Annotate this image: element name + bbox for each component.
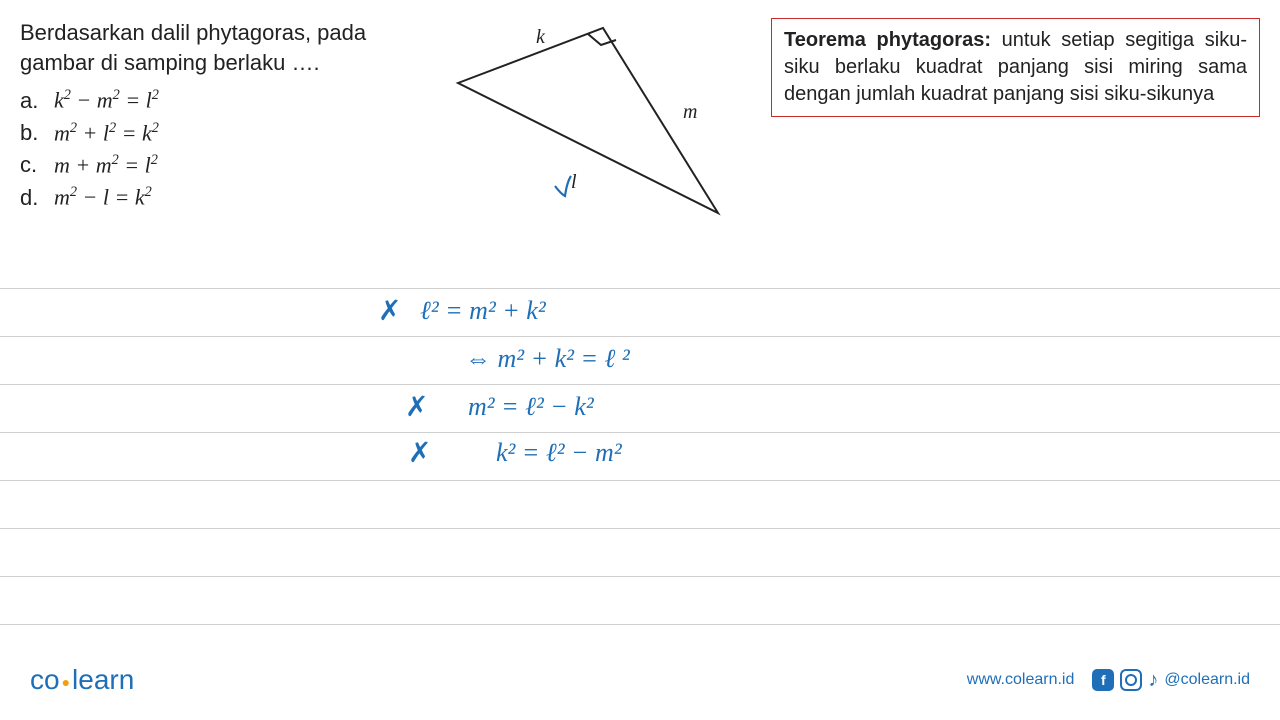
strike-icon: ✗ [405, 390, 428, 424]
question-text: Berdasarkan dalil phytagoras, pada gamba… [20, 18, 415, 77]
tiktok-icon: ♪ [1148, 669, 1158, 692]
handwritten-equation: k² = ℓ² − m² [496, 438, 622, 468]
check-mark-icon [555, 176, 571, 196]
footer: co●learn www.colearn.id f ♪ @colearn.id [0, 664, 1280, 696]
ruled-line [0, 288, 1280, 336]
theorem-box: Teorema phytagoras: untuk setiap segitig… [771, 18, 1260, 117]
ruled-line [0, 480, 1280, 528]
opt-label-d: d. [20, 185, 54, 211]
q-line2: gambar di samping berlaku …. [20, 50, 320, 75]
label-k: k [536, 26, 546, 48]
social-icons: f ♪ @colearn.id [1092, 669, 1250, 692]
opt-eq-c: m + m2 = l2 [54, 152, 158, 178]
logo: co●learn [30, 664, 134, 696]
ruled-line [0, 576, 1280, 624]
option-b: b. m2 + l2 = k2 [20, 120, 415, 146]
option-d: d. m2 − l = k2 [20, 184, 415, 210]
footer-right: www.colearn.id f ♪ @colearn.id [967, 669, 1250, 692]
handwritten-equation: m² = ℓ² − k² [468, 392, 594, 422]
strike-icon: ✗ [378, 294, 401, 328]
strike-icon: ✗ [408, 436, 431, 470]
ruled-lines [0, 288, 1280, 672]
logo-dot-icon: ● [60, 674, 72, 690]
triangle-svg: k m l [423, 18, 763, 238]
handwritten-equation: ⇔ m² + k² = ℓ ² [465, 344, 630, 374]
question-column: Berdasarkan dalil phytagoras, pada gamba… [20, 18, 415, 238]
footer-handle: @colearn.id [1164, 671, 1250, 689]
theorem-title: Teorema phytagoras: [784, 29, 991, 51]
options-list: a. k2 − m2 = l2 b. m2 + l2 = k2 c. m + m… [20, 87, 415, 210]
logo-learn: learn [72, 664, 134, 695]
option-c: c. m + m2 = l2 [20, 152, 415, 178]
triangle-diagram: k m l [423, 18, 763, 238]
opt-eq-a: k2 − m2 = l2 [54, 87, 159, 113]
instagram-icon [1120, 669, 1142, 691]
opt-label-a: a. [20, 88, 54, 114]
triangle-shape [458, 28, 718, 213]
opt-eq-d: m2 − l = k2 [54, 184, 152, 210]
option-a: a. k2 − m2 = l2 [20, 87, 415, 113]
theorem-column: Teorema phytagoras: untuk setiap segitig… [771, 18, 1260, 238]
facebook-icon: f [1092, 669, 1114, 691]
opt-eq-b: m2 + l2 = k2 [54, 120, 159, 146]
ruled-line [0, 432, 1280, 480]
logo-co: co [30, 664, 60, 695]
ruled-line [0, 336, 1280, 384]
ruled-line [0, 528, 1280, 576]
label-m: m [683, 101, 697, 123]
ruled-line [0, 384, 1280, 432]
handwritten-equation: ℓ² = m² + k² [420, 296, 546, 326]
opt-label-c: c. [20, 152, 54, 178]
q-line1: Berdasarkan dalil phytagoras, pada [20, 20, 366, 45]
label-l: l [571, 171, 577, 193]
footer-url: www.colearn.id [967, 671, 1075, 689]
opt-label-b: b. [20, 120, 54, 146]
